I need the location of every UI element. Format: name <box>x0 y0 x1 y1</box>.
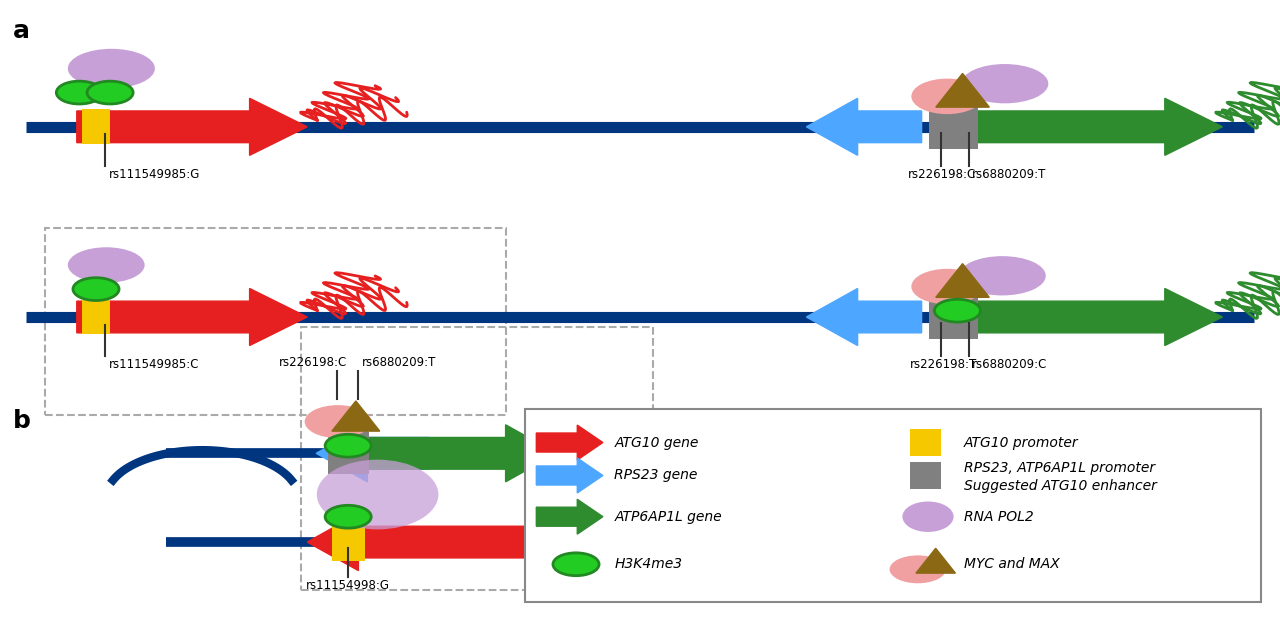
Bar <box>929 105 978 149</box>
Text: RNA POL2: RNA POL2 <box>964 510 1033 524</box>
Text: rs111549985:G: rs111549985:G <box>109 168 200 181</box>
Polygon shape <box>307 514 550 571</box>
Polygon shape <box>332 401 380 431</box>
Circle shape <box>890 555 946 583</box>
Bar <box>82 109 110 144</box>
Text: rs111549985:C: rs111549985:C <box>109 358 200 372</box>
Bar <box>910 462 941 489</box>
Polygon shape <box>806 98 922 155</box>
Text: rs226198:C: rs226198:C <box>908 168 975 181</box>
Polygon shape <box>536 425 603 460</box>
FancyBboxPatch shape <box>525 409 1261 602</box>
Polygon shape <box>316 425 429 482</box>
Text: Suggested ATG10 enhancer: Suggested ATG10 enhancer <box>964 479 1157 493</box>
Text: rs11154998:G: rs11154998:G <box>306 579 390 592</box>
Text: b: b <box>13 409 31 433</box>
Bar <box>328 432 369 474</box>
Ellipse shape <box>961 64 1048 103</box>
Text: rs6880209:T: rs6880209:T <box>972 168 1046 181</box>
Text: rs6880209:C: rs6880209:C <box>972 358 1047 372</box>
Ellipse shape <box>316 460 438 529</box>
Polygon shape <box>966 288 1222 346</box>
Circle shape <box>305 405 371 438</box>
Polygon shape <box>358 425 557 482</box>
Ellipse shape <box>68 49 155 88</box>
Text: H3K4me3: H3K4me3 <box>614 557 682 571</box>
Text: RPS23, ATP6AP1L promoter: RPS23, ATP6AP1L promoter <box>964 461 1155 475</box>
Bar <box>82 300 110 335</box>
Ellipse shape <box>68 247 145 283</box>
Circle shape <box>553 553 599 576</box>
Circle shape <box>56 81 102 104</box>
Bar <box>910 429 941 456</box>
Polygon shape <box>77 288 307 346</box>
Text: a: a <box>13 19 29 43</box>
Polygon shape <box>536 458 603 493</box>
Text: MYC and MAX: MYC and MAX <box>964 557 1060 571</box>
Text: ATG10 gene: ATG10 gene <box>614 436 699 450</box>
Polygon shape <box>77 98 307 155</box>
Polygon shape <box>806 288 922 346</box>
Text: RPS23 gene: RPS23 gene <box>614 469 698 482</box>
Text: ATG10 promoter: ATG10 promoter <box>964 436 1079 450</box>
Circle shape <box>73 278 119 301</box>
Bar <box>929 295 978 339</box>
Circle shape <box>87 81 133 104</box>
Text: rs226198:T: rs226198:T <box>910 358 978 372</box>
Ellipse shape <box>959 256 1046 295</box>
Polygon shape <box>936 74 989 107</box>
Circle shape <box>911 79 983 114</box>
Polygon shape <box>916 548 955 573</box>
Text: rs6880209:T: rs6880209:T <box>362 356 436 369</box>
Text: ATP6AP1L gene: ATP6AP1L gene <box>614 510 722 524</box>
Ellipse shape <box>902 501 954 532</box>
Bar <box>332 523 365 561</box>
Circle shape <box>911 269 983 304</box>
Circle shape <box>325 434 371 457</box>
Polygon shape <box>536 500 603 534</box>
Circle shape <box>934 299 980 322</box>
Polygon shape <box>936 264 989 297</box>
Text: rs226198:C: rs226198:C <box>279 356 347 369</box>
Circle shape <box>325 505 371 528</box>
Polygon shape <box>966 98 1222 155</box>
